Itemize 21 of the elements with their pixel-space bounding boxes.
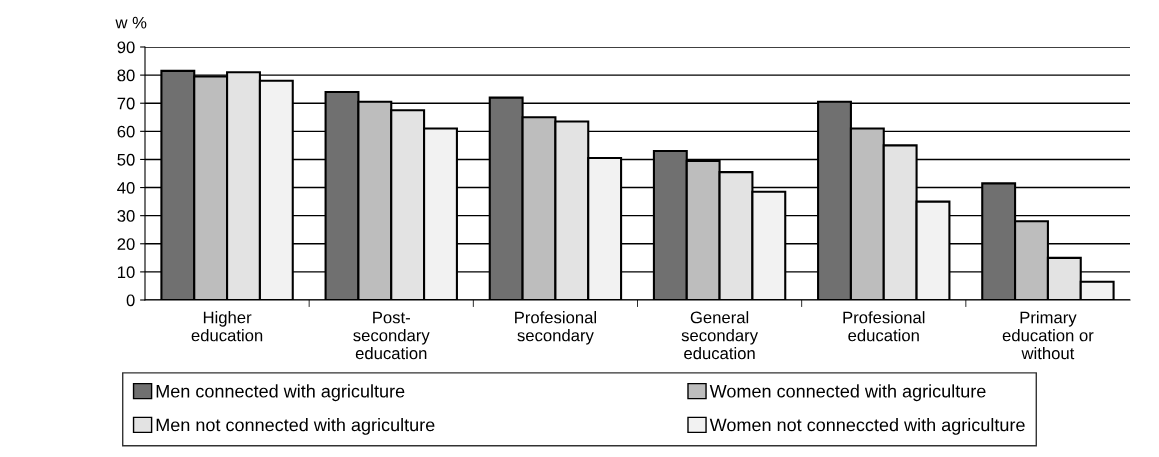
x-tick-label: Higher education — [191, 311, 263, 342]
y-tick-label: 70 — [117, 97, 135, 110]
y-tick-label: 50 — [117, 153, 135, 166]
x-tick-label: Profesional education — [843, 311, 925, 342]
legend-label: Women not conneccted with agriculture — [709, 418, 1025, 435]
x-tick-label: Profesional secondary — [515, 311, 596, 345]
y-axis-title: w % — [115, 16, 147, 29]
x-tick-label: Primary education or without — [1002, 311, 1094, 360]
legend-label: Women connected with agriculture — [709, 384, 986, 402]
y-tick-label: 90 — [117, 41, 135, 54]
x-tick-label: General secondary education — [681, 311, 758, 360]
y-tick-label: 80 — [117, 69, 135, 82]
x-tick-label: Post- secondary education — [353, 311, 430, 360]
y-tick-label: 60 — [117, 125, 135, 138]
y-tick-label: 30 — [117, 210, 135, 222]
legend-label: Men connected with agriculture — [156, 384, 405, 402]
y-tick-label: 40 — [117, 181, 135, 194]
legend-label: Men not connected with agriculture — [156, 418, 435, 435]
y-tick-label: 10 — [118, 266, 135, 279]
y-tick-label: 0 — [126, 294, 135, 307]
y-tick-label: 20 — [117, 238, 135, 250]
